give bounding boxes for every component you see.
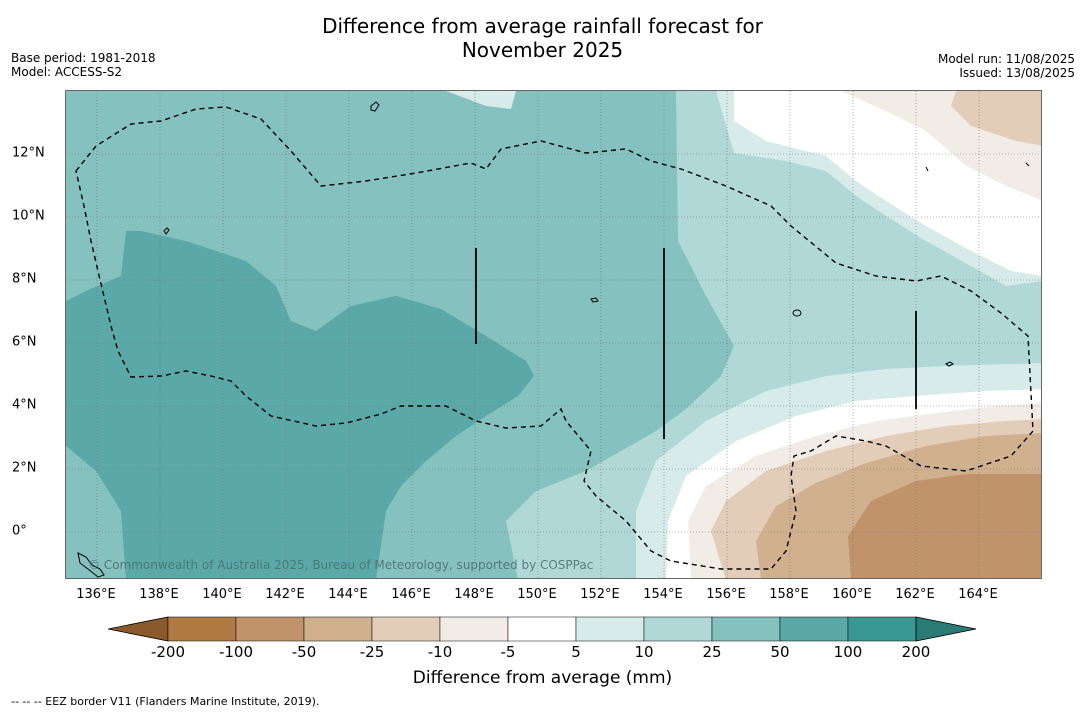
colorbar-tick-label: -5: [500, 643, 516, 661]
islands: [77, 101, 1030, 578]
colorbar-cell: [507, 616, 577, 642]
colorbar-tick-label: -200: [150, 643, 186, 661]
colorbar-cell: [439, 616, 509, 642]
y-tick-label: 2°N: [12, 460, 37, 476]
x-tick-label: 156°E: [706, 587, 746, 602]
y-tick-label: 4°N: [12, 397, 37, 413]
y-tick-label: 0°: [12, 523, 27, 539]
model-run-text: Model run: 11/08/2025: [937, 52, 1075, 66]
colorbar-cell: [711, 616, 781, 642]
x-tick-label: 154°E: [643, 587, 683, 602]
colorbar-tick-label: -25: [359, 643, 385, 661]
footnote: -- -- -- EEZ border V11 (Flanders Marine…: [11, 695, 320, 708]
x-tick-label: 164°E: [958, 587, 998, 602]
band-50-100: [66, 231, 534, 578]
x-tick-label: 150°E: [517, 587, 557, 602]
y-tick-label: 10°N: [12, 208, 45, 224]
x-tick-label: 142°E: [265, 587, 305, 602]
x-tick-label: 144°E: [328, 587, 368, 602]
colorbar-tick-label: -100: [218, 643, 254, 661]
colorbar-cell: [643, 616, 713, 642]
x-tick-label: 152°E: [580, 587, 620, 602]
colorbar-tick-label: 100: [833, 643, 863, 661]
colorbar-tick-label: -50: [291, 643, 317, 661]
x-tick-label: 162°E: [895, 587, 935, 602]
colorbar-tick-label: 10: [634, 643, 654, 661]
colorbar-extend-low: [108, 616, 169, 642]
colorbar-cell: [371, 616, 441, 642]
y-tick-label: 6°N: [12, 334, 37, 350]
y-tick-label: 12°N: [12, 145, 45, 161]
band-10-25-topmid: [446, 91, 516, 109]
x-tick-label: 148°E: [454, 587, 494, 602]
x-tick-label: 158°E: [769, 587, 809, 602]
base-period-text: Base period: 1981-2018: [11, 51, 156, 65]
colorbar-tick-label: -10: [427, 643, 453, 661]
rainfall-map: [65, 90, 1042, 579]
y-tick-label: 8°N: [12, 271, 37, 287]
model-text: Model: ACCESS-S2: [11, 65, 123, 79]
graticule: [66, 91, 1041, 578]
colorbar-cell: [303, 616, 373, 642]
band-dry-100: [848, 474, 1041, 578]
title-line-2: November 2025: [461, 38, 624, 62]
x-tick-label: 146°E: [391, 587, 431, 602]
colorbar-tick-label: 25: [702, 643, 722, 661]
title-line-1: Difference from average rainfall forecas…: [322, 14, 763, 38]
x-tick-label: 138°E: [139, 587, 179, 602]
colorbar-cell: [779, 616, 849, 642]
colorbar-cell: [847, 616, 917, 642]
colorbar-extend-high: [915, 616, 977, 642]
x-tick-label: 160°E: [832, 587, 872, 602]
eez-segments: [475, 248, 917, 439]
map-title: Difference from average rainfall forecas…: [0, 14, 1085, 62]
copyright-text: © Commonwealth of Australia 2025, Bureau…: [88, 558, 594, 572]
meta-right: Model run: 11/08/2025 Issued: 13/08/2025: [938, 52, 1075, 80]
colorbar-cell: [235, 616, 305, 642]
x-tick-label: 140°E: [202, 587, 242, 602]
colorbar-title: Difference from average (mm): [412, 668, 673, 688]
eez-border: [75, 106, 1034, 570]
colorbar-cell: [575, 616, 645, 642]
x-tick-label: 136°E: [76, 587, 116, 602]
colorbar-tick-label: 5: [571, 643, 581, 661]
issued-text: Issued: 13/08/2025: [959, 66, 1075, 80]
band-drier-top: [951, 91, 1041, 146]
colorbar-cell: [167, 616, 237, 642]
colorbar-tick-label: 50: [770, 643, 790, 661]
map-canvas: [66, 91, 1041, 578]
meta-left: Base period: 1981-2018 Model: ACCESS-S2: [11, 51, 156, 79]
colorbar-tick-label: 200: [901, 643, 931, 661]
colorbar: [108, 616, 977, 642]
